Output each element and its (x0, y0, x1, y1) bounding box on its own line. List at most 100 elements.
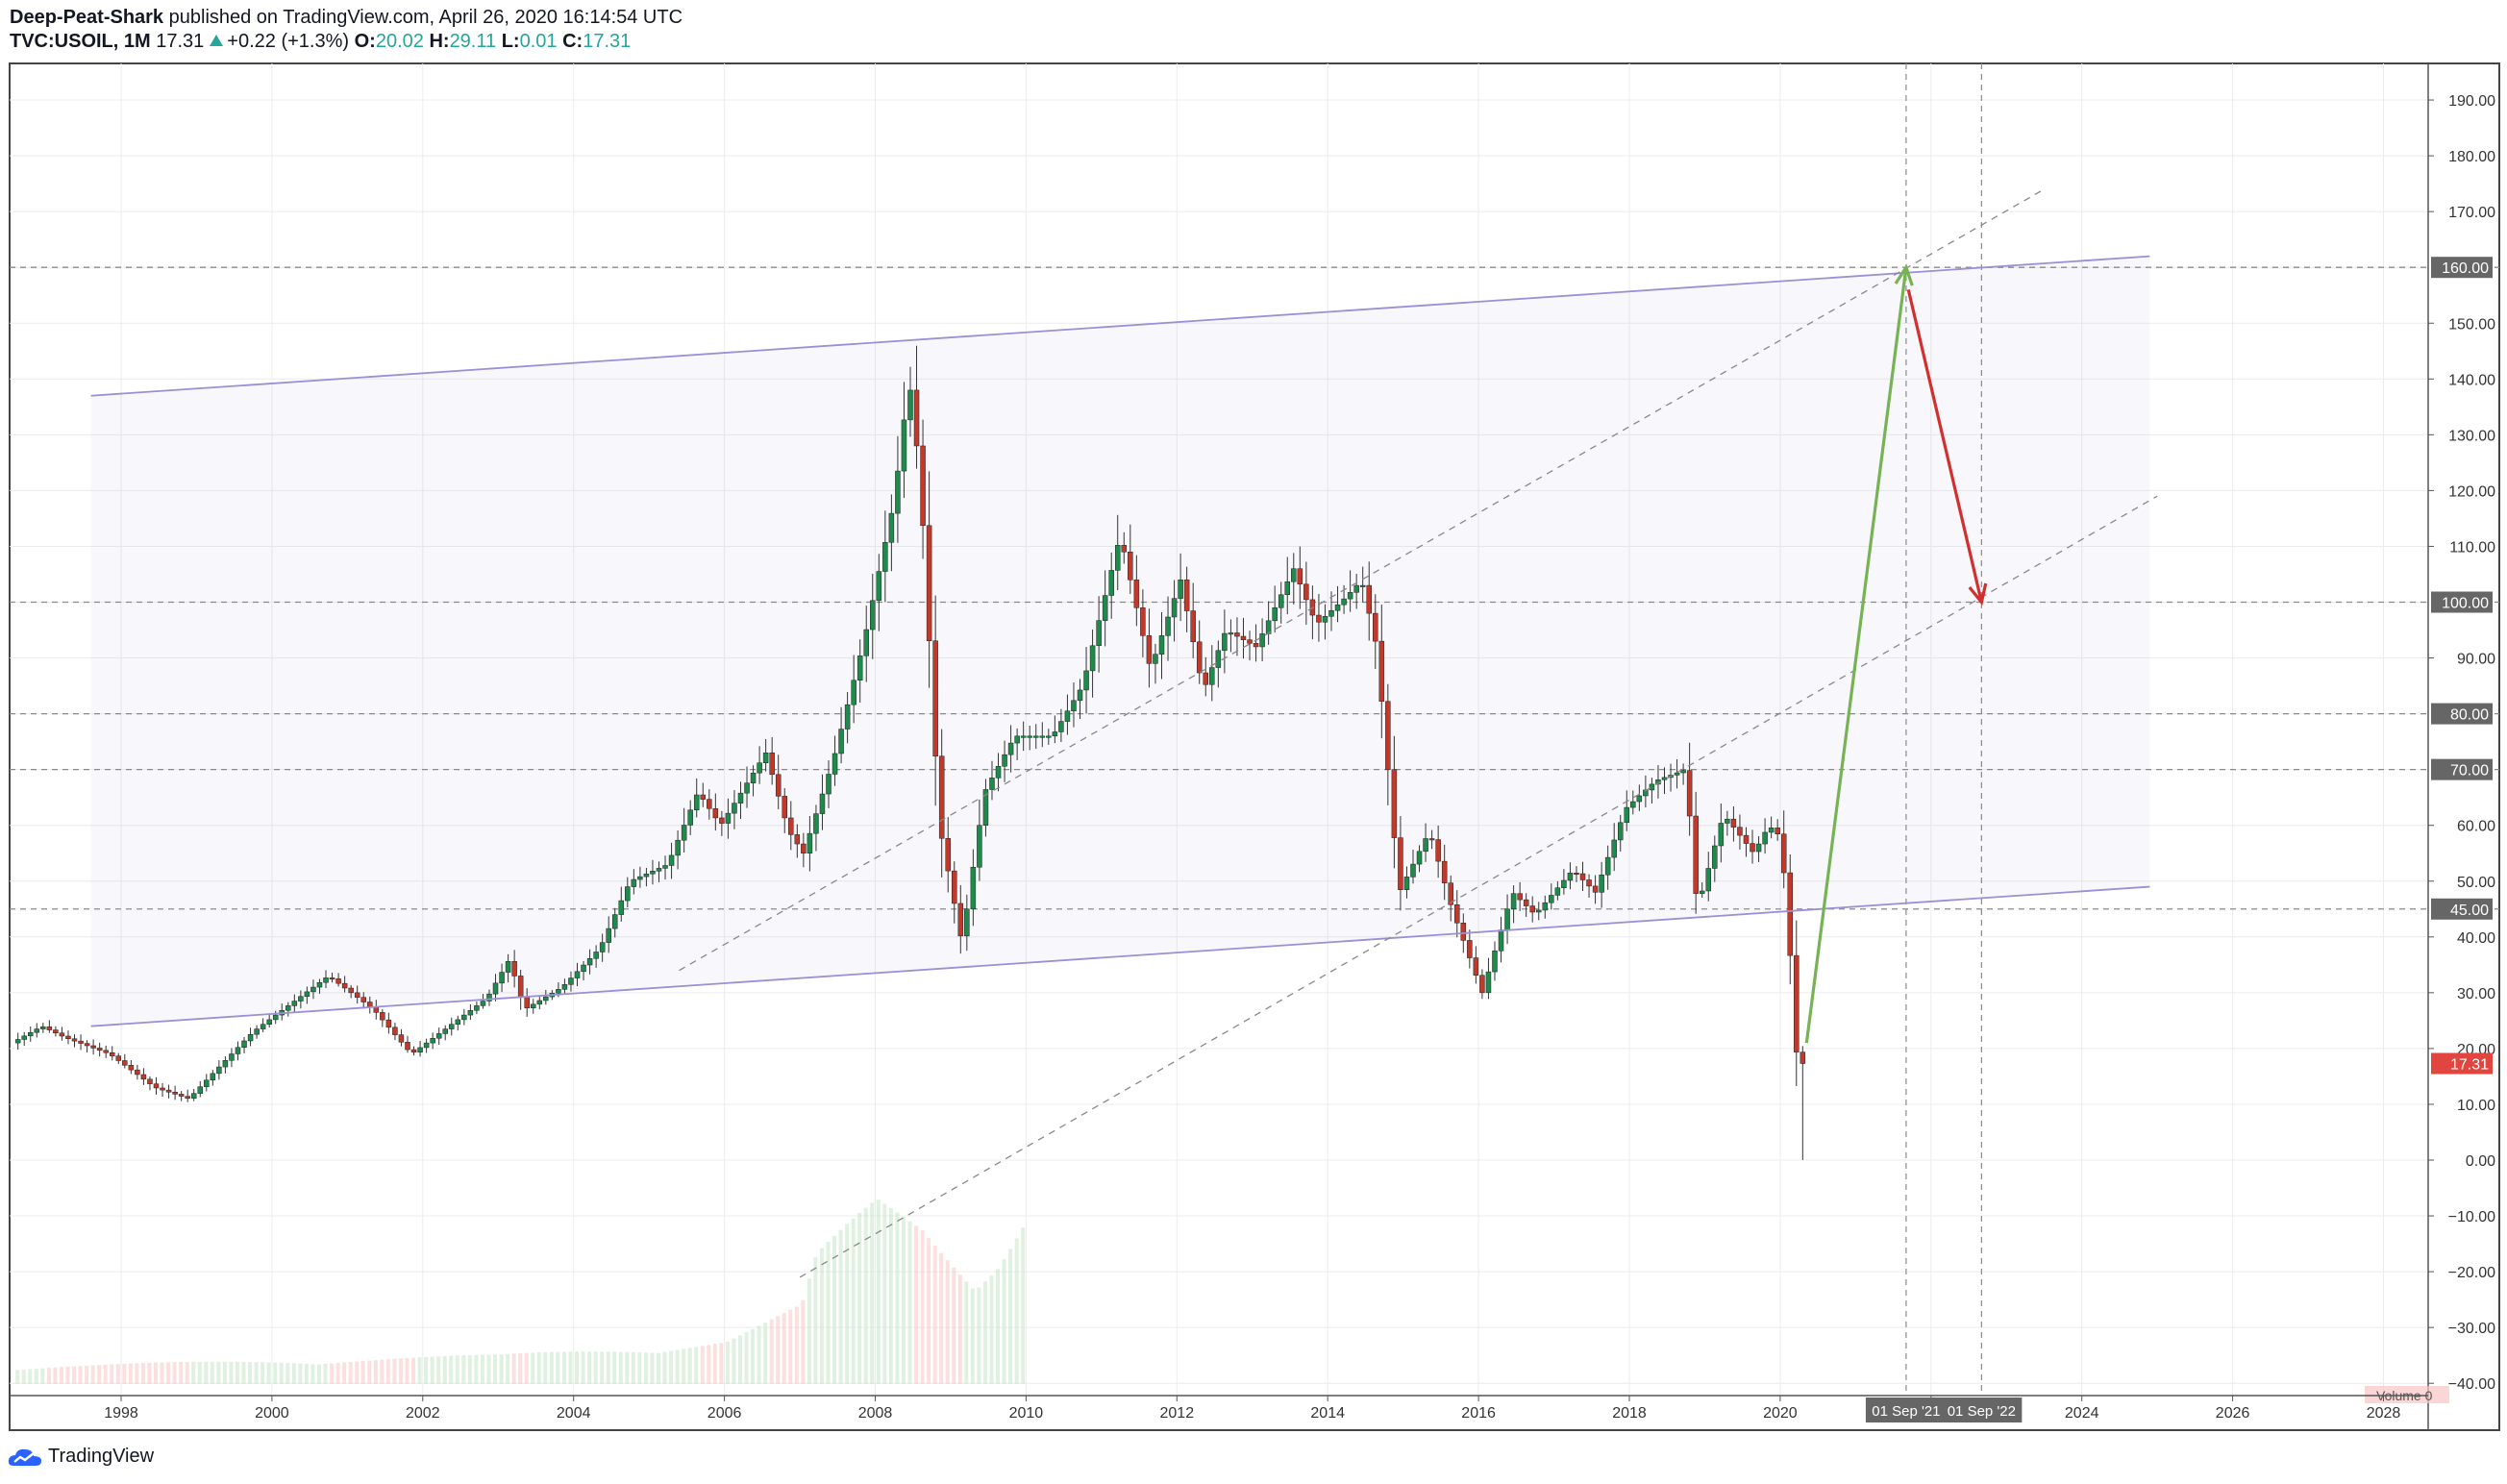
volume-bar (417, 1357, 422, 1384)
candle-body (907, 389, 913, 421)
candle-body (1441, 860, 1448, 883)
candle-body (229, 1053, 235, 1061)
candle-body (1800, 1051, 1806, 1064)
arrow-rally (1804, 266, 1908, 1044)
candle-body (304, 991, 310, 997)
author-name[interactable]: Deep-Peat-Shark (10, 7, 164, 28)
candle-body (1196, 641, 1203, 674)
candle-body (40, 1026, 46, 1029)
volume-bar (788, 1309, 793, 1384)
candle-body (543, 996, 549, 1002)
volume-bar (380, 1359, 385, 1384)
volume-bar (561, 1351, 566, 1384)
candle-body (1674, 772, 1680, 776)
time-axis[interactable]: 1998 2000 2002 2004 2006 2008 2010 2012 2014 2016… (10, 1395, 2428, 1422)
candle-body (122, 1060, 128, 1066)
candle-body (1542, 902, 1549, 911)
candle-body (1007, 742, 1014, 755)
candle-body (78, 1040, 84, 1044)
volume-bar (499, 1354, 504, 1384)
candle-body (1523, 899, 1529, 906)
volume-bar (323, 1364, 328, 1384)
drawings[interactable] (90, 188, 2158, 1278)
level-price-label: 100.00 (2442, 596, 2489, 612)
volume-bar (486, 1354, 491, 1384)
volume-bar (229, 1361, 234, 1384)
candle-body (1171, 598, 1178, 618)
volume-bar (587, 1351, 592, 1384)
volume-bar (222, 1361, 227, 1384)
candle-body (744, 782, 750, 794)
volume-bar (90, 1365, 95, 1384)
time-tick-label: 2020 (1763, 1405, 1798, 1422)
volume-bar (103, 1364, 108, 1384)
candle-body (807, 832, 813, 853)
candle-body (467, 1009, 474, 1016)
volume-bar (882, 1203, 887, 1384)
candle-body (204, 1079, 210, 1087)
tradingview-logo[interactable]: TradingView (8, 1446, 154, 1468)
candle-body (895, 470, 901, 514)
candle-body (1153, 654, 1158, 664)
candle-body (14, 1039, 21, 1044)
volume-bar (235, 1361, 239, 1384)
close-value: 17.31 (583, 31, 632, 52)
candle-body (1416, 851, 1423, 865)
time-tick-label: 2018 (1612, 1405, 1647, 1422)
price-axis[interactable]: 190.00 180.00 170.00 150.00 140.00 130.00 120.… (2365, 63, 2495, 1430)
volume-bar (316, 1364, 321, 1384)
candle-body (90, 1045, 96, 1049)
candle-body (1284, 581, 1290, 596)
candle-body (115, 1055, 122, 1061)
price-tick-label: −30.00 (2448, 1321, 2495, 1337)
candle-body (932, 640, 938, 756)
volume-bar (832, 1235, 837, 1384)
candle-body (1108, 570, 1114, 596)
candle-body (952, 870, 957, 904)
volume-bar (1014, 1238, 1019, 1384)
symbol-label[interactable]: TVC:USOIL, 1M (10, 31, 151, 52)
arrow-head-pullback (1968, 582, 1988, 606)
volume-badge (2365, 1386, 2449, 1403)
volume-bar (914, 1225, 919, 1384)
candle-body (913, 389, 920, 447)
volume-bar (719, 1343, 724, 1384)
candle-body (586, 957, 593, 966)
candle-body (1574, 872, 1579, 875)
candle-body (606, 928, 611, 943)
candle-body (662, 865, 668, 869)
candle-body (1146, 635, 1153, 664)
candle-body (21, 1035, 27, 1040)
channel-area (90, 256, 2150, 1026)
level-price-label: 80.00 (2450, 707, 2489, 724)
volume-bar (838, 1229, 843, 1384)
level-price-badge (2431, 898, 2493, 920)
candle-body (1096, 620, 1102, 647)
candle-body (725, 812, 732, 824)
candle-body (109, 1052, 115, 1056)
candle-body (1592, 885, 1599, 893)
channel-line-upper (90, 255, 2150, 397)
volume-bar (776, 1316, 781, 1384)
volume-bar (556, 1351, 560, 1384)
volume-bar (612, 1351, 617, 1384)
volume-bar (424, 1356, 429, 1384)
candle-body (461, 1014, 467, 1021)
volume-bar (757, 1325, 761, 1384)
candle-body (681, 825, 687, 841)
candle-body (970, 866, 977, 910)
candle-body (957, 903, 964, 937)
volume-bar (59, 1367, 63, 1384)
volume-bar (751, 1328, 756, 1384)
candle-body (1278, 594, 1284, 608)
candle-body (851, 680, 856, 705)
candle-body (762, 752, 769, 763)
open-label: O: (354, 31, 376, 52)
candle-body (1027, 735, 1032, 738)
volume-bar (166, 1362, 171, 1384)
candle-body (272, 1014, 279, 1021)
candle-body (1128, 552, 1133, 581)
time-tick-label: 2012 (1160, 1405, 1195, 1422)
candle-body (782, 796, 787, 819)
